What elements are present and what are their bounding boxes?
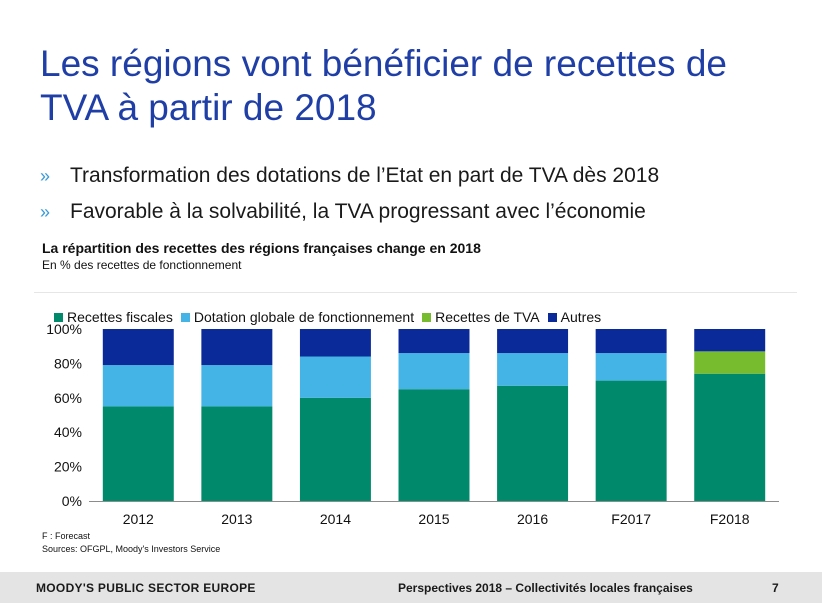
bar-segment [595,329,667,354]
bar-segment [201,365,273,407]
bar-segment [201,406,273,501]
y-tick-label: 80% [54,355,82,371]
bar-segment [694,351,766,374]
bar-segment [398,389,470,501]
page-number: 7 [772,580,779,595]
y-tick-label: 100% [46,321,82,337]
bar-segment [497,385,569,501]
sources-note: Sources: OFGPL, Moody's Investors Servic… [42,544,221,554]
y-tick-label: 0% [62,493,82,509]
legend-swatch [54,312,63,322]
bar-segment [398,353,470,390]
bar-segment [497,329,569,354]
bar-segment [694,373,766,501]
legend-label: Autres [560,309,602,325]
x-tick-label: 2016 [517,511,548,527]
x-tick-label: 2014 [320,511,351,527]
chart-area: 0% 20% 40% 60% 80% 100% 2012 2013 2014 2015 2016 F2… [34,292,797,540]
bullet-item: » Transformation des dotations de l’Etat … [40,158,659,194]
stacked-bar-chart: 0% 20% 40% 60% 80% 100% 2012 2013 2014 2015 2016 F2… [46,321,779,527]
y-tick-label: 20% [54,459,82,475]
bar-segment [299,397,371,501]
bar-segment [595,380,667,501]
bullet-marker: » [40,202,51,222]
legend-label: Recettes de TVA [435,309,540,325]
legend-item: Dotation globale de fonctionnement [180,309,415,325]
legend-swatch [180,312,190,322]
x-tick-label: 2012 [123,511,154,527]
chart-notes: F : Forecast Sources: OFGPL, Moody's Inv… [42,530,220,556]
legend-swatch [422,312,432,322]
x-tick-label: F2018 [710,511,750,527]
x-tick-label: 2013 [221,511,252,527]
bar-segment [299,329,371,357]
bullet-list: » Transformation des dotations de l’Etat … [40,158,659,230]
bar-segment [102,406,174,501]
legend-swatch [547,312,557,322]
chart-legend: Recettes fiscales Dotation globale de fon… [54,306,609,328]
bar-segment [398,329,470,354]
legend-item: Autres [547,309,602,325]
bar-segment [102,365,174,407]
bullet-item: » Favorable à la solvabilité, la TVA prog… [40,194,659,230]
legend-item: Recettes fiscales [54,309,173,325]
y-tick-label: 40% [54,424,82,440]
footer-brand: MOODY'S PUBLIC SECTOR EUROPE [36,580,256,595]
footer-bar: MOODY'S PUBLIC SECTOR EUROPE Perspective… [0,572,822,603]
bullet-text: Transformation des dotations de l’Etat e… [70,164,660,187]
bar-segment [497,353,569,386]
bullet-text: Favorable à la solvabilité, la TVA progr… [70,200,646,223]
bullet-marker: » [40,166,51,186]
y-tick-label: 60% [54,390,82,406]
bar-segment [102,329,174,366]
bar-segment [694,329,766,352]
x-tick-label: F2017 [611,511,651,527]
legend-item: Recettes de TVA [422,309,540,325]
legend-label: Recettes fiscales [67,309,173,325]
chart-title: La répartition des recettes des régions … [42,240,481,256]
footer-document-title: Perspectives 2018 – Collectivités locale… [398,580,693,595]
legend-label: Dotation globale de fonctionnement [193,309,415,325]
forecast-note: F : Forecast [42,531,91,541]
bar-segment [595,353,667,381]
x-tick-label: 2015 [418,511,449,527]
chart-subtitle: En % des recettes de fonctionnement [42,258,242,272]
bar-segment [299,356,371,398]
slide-title: Les régions vont bénéficier de recettes … [40,43,727,128]
bar-segment [201,329,273,366]
